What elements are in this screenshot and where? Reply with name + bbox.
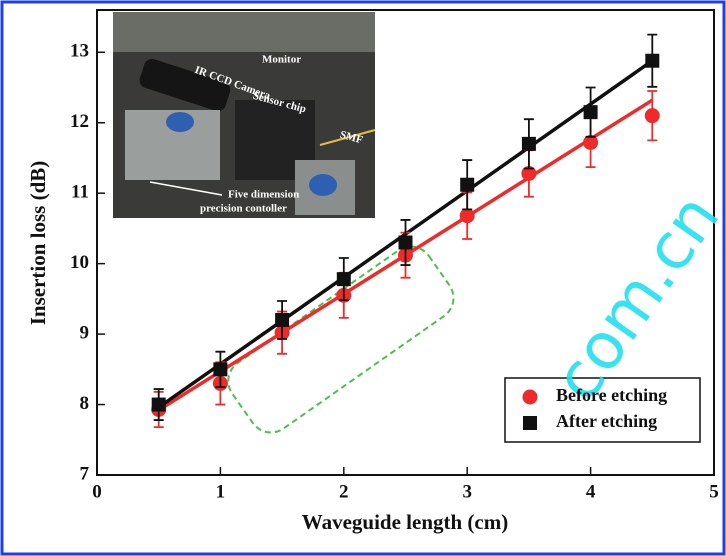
data-point: [460, 178, 474, 192]
x-tick-label: 2: [339, 481, 349, 502]
y-tick-label: 10: [70, 252, 89, 273]
x-tick-label: 0: [92, 481, 102, 502]
legend-marker: [523, 416, 537, 430]
data-point: [645, 108, 660, 123]
data-point: [337, 272, 351, 286]
y-tick-label: 12: [70, 111, 89, 132]
y-tick-label: 8: [80, 393, 90, 414]
x-tick-label: 5: [709, 481, 719, 502]
x-tick-label: 3: [462, 481, 472, 502]
data-point: [645, 54, 659, 68]
chart: IR CCD Camera Monitor Sensor chip SMF Fi…: [0, 0, 726, 556]
data-point: [460, 208, 475, 223]
y-tick-label: 13: [70, 41, 89, 62]
inset-shape: [113, 12, 375, 52]
legend-label: Before etching: [556, 385, 667, 405]
data-point: [213, 362, 227, 376]
data-point: [399, 236, 413, 250]
data-point: [584, 105, 598, 119]
inset-label: Five dimension: [228, 189, 299, 201]
legend-marker: [523, 390, 538, 405]
inset-label: Monitor: [262, 54, 301, 66]
inset-photo: IR CCD Camera Monitor Sensor chip SMF Fi…: [113, 12, 375, 218]
y-tick-label: 11: [71, 182, 89, 203]
x-axis-label: Waveguide length (cm): [302, 510, 508, 534]
data-point: [522, 137, 536, 151]
y-axis-label: Insertion loss (dB): [26, 161, 50, 326]
y-tick-label: 9: [80, 322, 90, 343]
x-tick-label: 1: [216, 481, 226, 502]
legend-label: After etching: [556, 411, 657, 431]
inset-label: precision contoller: [200, 203, 287, 215]
x-tick-label: 4: [586, 481, 596, 502]
inset-shape: [166, 112, 194, 132]
inset-shape: [309, 174, 337, 196]
data-point: [152, 398, 166, 412]
y-tick-label: 7: [80, 463, 90, 484]
data-point: [275, 313, 289, 327]
